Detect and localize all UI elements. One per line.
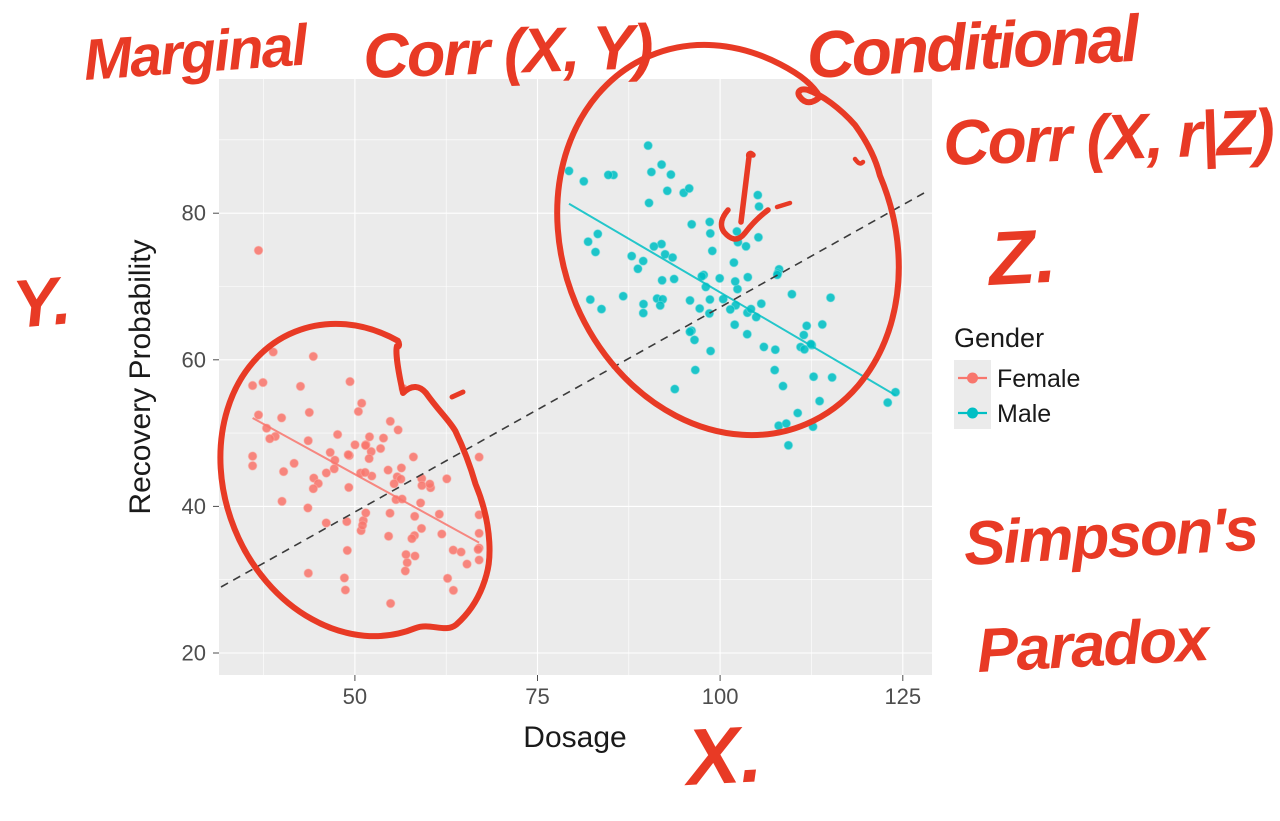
svg-text:Gender: Gender xyxy=(954,323,1044,353)
svg-text:Female: Female xyxy=(997,365,1080,393)
svg-text:Corr (X, r|Z): Corr (X, r|Z) xyxy=(942,96,1275,179)
svg-text:X.: X. xyxy=(680,709,764,802)
svg-text:80: 80 xyxy=(182,201,206,226)
svg-text:50: 50 xyxy=(343,684,367,709)
svg-text:Corr (X, Y): Corr (X, Y) xyxy=(362,12,654,92)
svg-text:Simpson's: Simpson's xyxy=(962,495,1259,579)
svg-text:Male: Male xyxy=(997,400,1051,428)
svg-text:Recovery Probability: Recovery Probability xyxy=(124,239,157,514)
svg-text:Z.: Z. xyxy=(984,214,1058,303)
svg-text:125: 125 xyxy=(884,684,921,709)
svg-text:100: 100 xyxy=(702,684,739,709)
svg-text:Conditional: Conditional xyxy=(805,1,1143,92)
svg-text:Paradox: Paradox xyxy=(975,605,1213,686)
svg-text:Y.: Y. xyxy=(10,262,74,343)
svg-text:Dosage: Dosage xyxy=(523,721,626,754)
svg-text:20: 20 xyxy=(182,641,206,666)
svg-text:75: 75 xyxy=(525,684,549,709)
svg-text:40: 40 xyxy=(182,494,206,519)
svg-text:60: 60 xyxy=(182,347,206,372)
